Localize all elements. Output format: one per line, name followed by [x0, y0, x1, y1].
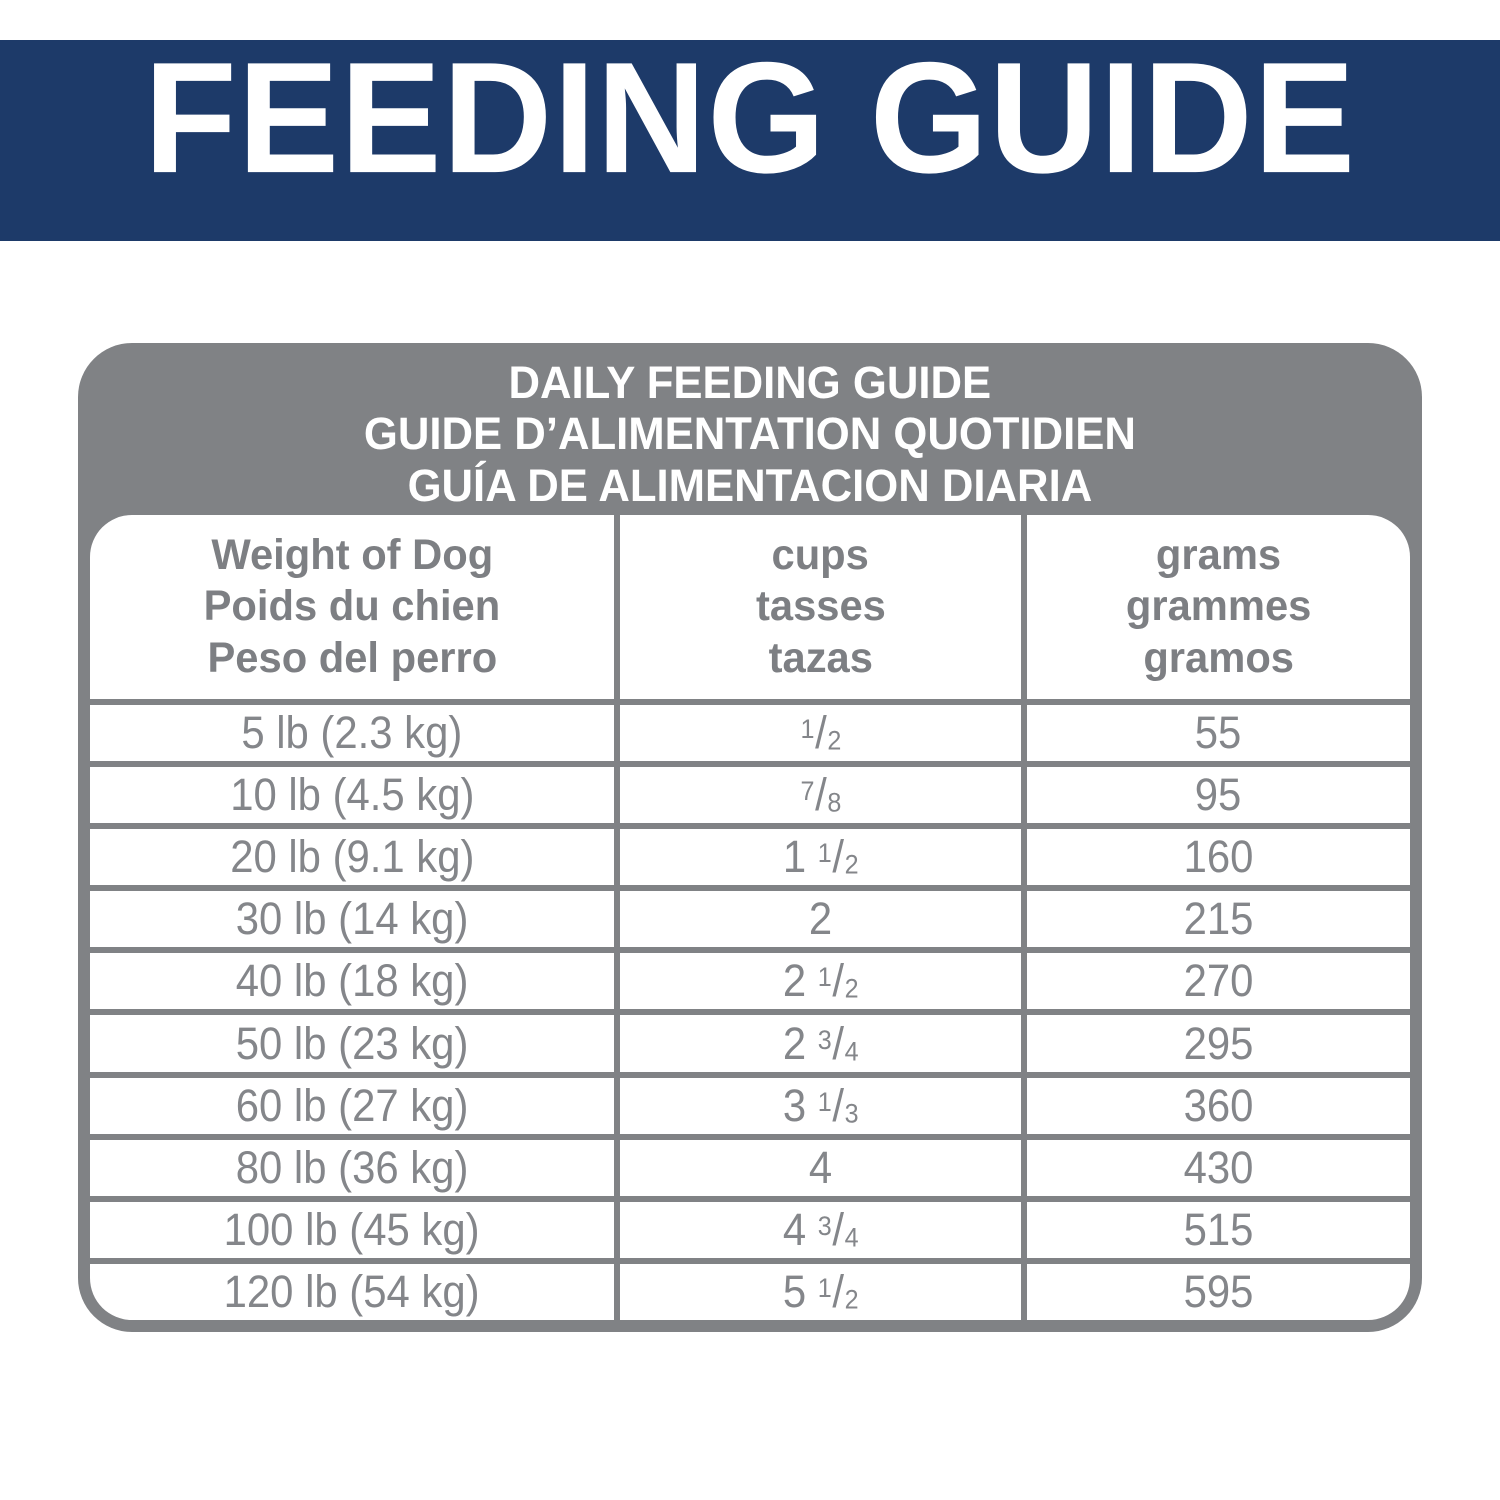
column-header-grams: grams grammes gramos — [1027, 515, 1410, 699]
grams-cell: 270 — [1027, 953, 1410, 1010]
weight-cell: 80 lb (36 kg) — [90, 1139, 614, 1196]
cups-cell: 1 1/2 — [620, 829, 1021, 886]
column-header-grams-en: grams — [1155, 530, 1282, 579]
cups-cell: 4 — [620, 1139, 1021, 1196]
grams-cell: 55 — [1027, 705, 1410, 762]
weight-cell: 40 lb (18 kg) — [90, 953, 614, 1010]
grams-cell: 215 — [1027, 891, 1410, 948]
cups-cell: 1/2 — [620, 705, 1021, 762]
column-header-cups-fr: tasses — [755, 582, 886, 631]
weight-cell: 50 lb (23 kg) — [90, 1015, 614, 1072]
grams-cell: 295 — [1027, 1015, 1410, 1072]
grams-cell: 430 — [1027, 1139, 1410, 1196]
grams-cell: 160 — [1027, 829, 1410, 886]
weight-cell: 60 lb (27 kg) — [90, 1077, 614, 1134]
feeding-table: Weight of Dog Poids du chien Peso del pe… — [90, 515, 1410, 1320]
column-header-weight-es: Peso del perro — [207, 633, 497, 682]
column-header-weight-fr: Poids du chien — [203, 582, 501, 631]
feeding-guide-card: DAILY FEEDING GUIDE GUIDE D’ALIMENTATION… — [78, 343, 1422, 1332]
column-header-grams-es: gramos — [1143, 633, 1294, 682]
column-header-cups-en: cups — [771, 530, 870, 579]
table-title-spanish: GUÍA DE ALIMENTACION DIARIA — [407, 459, 1093, 511]
banner: FEEDING GUIDE — [0, 29, 1500, 241]
cups-cell: 7/8 — [620, 767, 1021, 824]
weight-cell: 5 lb (2.3 kg) — [90, 705, 614, 762]
grams-cell: 95 — [1027, 767, 1410, 824]
cups-cell: 3 1/3 — [620, 1077, 1021, 1134]
column-header-weight-en: Weight of Dog — [211, 530, 493, 579]
grams-cell: 360 — [1027, 1077, 1410, 1134]
cups-cell: 2 — [620, 891, 1021, 948]
column-header-weight: Weight of Dog Poids du chien Peso del pe… — [90, 515, 614, 699]
grams-cell: 595 — [1027, 1263, 1410, 1320]
page-title: FEEDING GUIDE — [143, 29, 1357, 206]
weight-cell: 30 lb (14 kg) — [90, 891, 614, 948]
weight-cell: 100 lb (45 kg) — [90, 1201, 614, 1258]
cups-cell: 4 3/4 — [620, 1201, 1021, 1258]
weight-cell: 20 lb (9.1 kg) — [90, 829, 614, 886]
column-header-cups-es: tazas — [768, 633, 873, 682]
cups-cell: 2 3/4 — [620, 1015, 1021, 1072]
grams-cell: 515 — [1027, 1201, 1410, 1258]
table-title-french: GUIDE D’ALIMENTATION QUOTIDIEN — [364, 408, 1136, 460]
weight-cell: 10 lb (4.5 kg) — [90, 767, 614, 824]
weight-cell: 120 lb (54 kg) — [90, 1263, 614, 1320]
cups-cell: 2 1/2 — [620, 953, 1021, 1010]
column-header-grams-fr: grammes — [1125, 582, 1312, 631]
table-title: DAILY FEEDING GUIDE GUIDE D’ALIMENTATION… — [90, 343, 1410, 515]
table-title-english: DAILY FEEDING GUIDE — [508, 357, 992, 409]
cups-cell: 5 1/2 — [620, 1263, 1021, 1320]
column-header-cups: cups tasses tazas — [620, 515, 1021, 699]
